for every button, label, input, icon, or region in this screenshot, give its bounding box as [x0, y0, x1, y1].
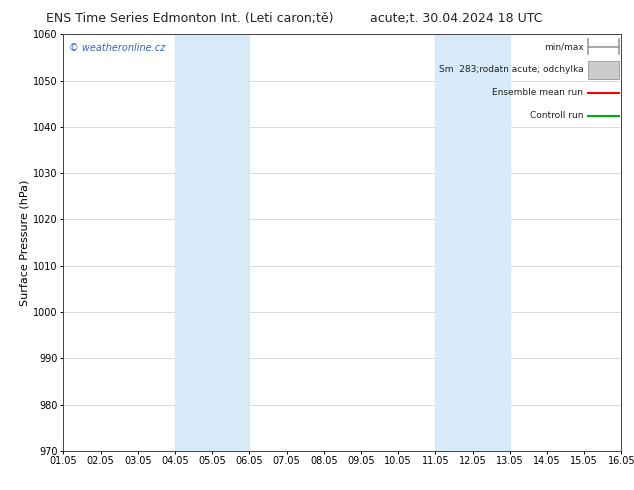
- Text: © weatheronline.cz: © weatheronline.cz: [69, 43, 165, 52]
- Text: ENS Time Series Edmonton Int. (Leti caron;tě): ENS Time Series Edmonton Int. (Leti caro…: [46, 12, 334, 25]
- Bar: [175, 34, 249, 451]
- Bar: [588, 61, 619, 79]
- Text: acute;t. 30.04.2024 18 UTC: acute;t. 30.04.2024 18 UTC: [370, 12, 543, 25]
- Text: Sm  283;rodatn acute; odchylka: Sm 283;rodatn acute; odchylka: [439, 65, 583, 74]
- Bar: [436, 34, 510, 451]
- Text: Controll run: Controll run: [530, 111, 583, 120]
- Text: Ensemble mean run: Ensemble mean run: [493, 88, 583, 97]
- Y-axis label: Surface Pressure (hPa): Surface Pressure (hPa): [19, 179, 29, 306]
- Text: min/max: min/max: [543, 42, 583, 51]
